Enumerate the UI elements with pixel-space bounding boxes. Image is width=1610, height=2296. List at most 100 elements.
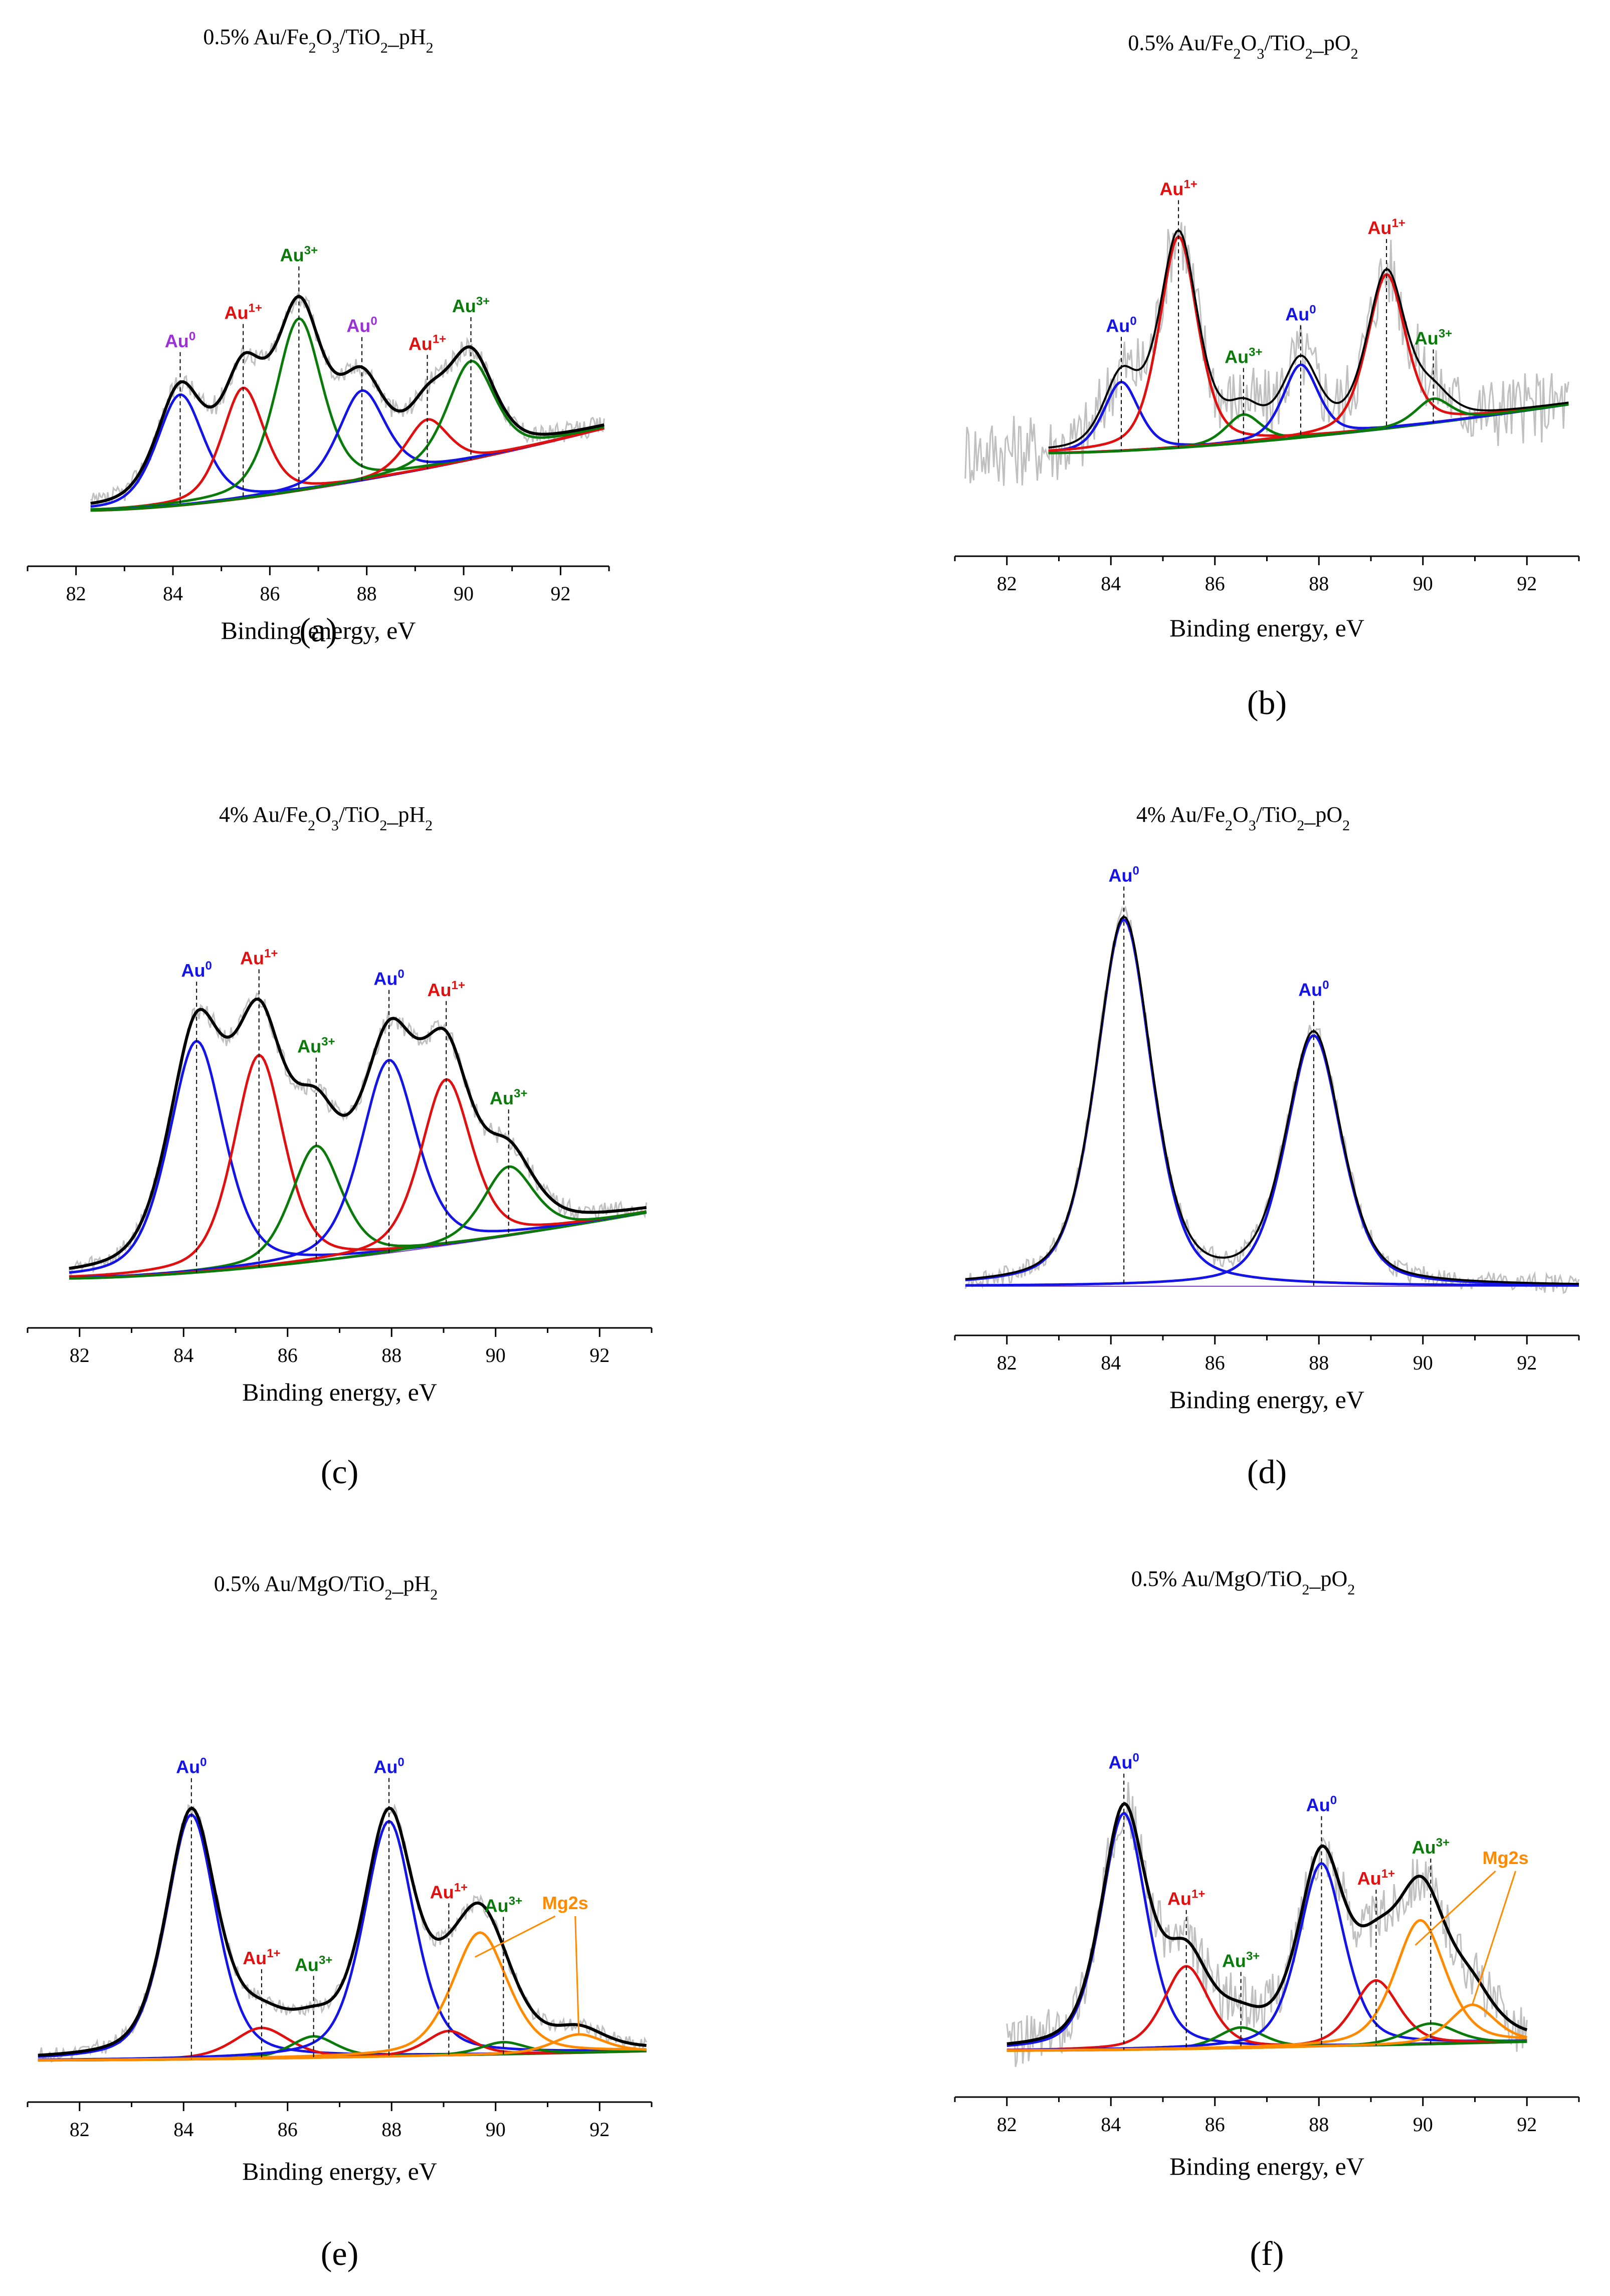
component-peak <box>69 1054 647 1278</box>
component-peak <box>90 360 605 512</box>
peak-label: Au1+ <box>1159 178 1197 199</box>
peak-label: Au0 <box>1109 1751 1139 1773</box>
x-tick-label: 92 <box>550 582 570 605</box>
peak-label: Au0 <box>1109 864 1139 885</box>
raw-data-line <box>68 992 648 1278</box>
envelope-line <box>1048 229 1569 449</box>
peak-label: Au1+ <box>428 979 465 1000</box>
panel-label: (d) <box>1247 1453 1287 1491</box>
component-peak <box>69 1058 647 1279</box>
panel-title: 0.5% Au/Fe2O3/TiO2_pO2 <box>1128 31 1358 62</box>
x-tick-label: 84 <box>1101 2113 1121 2136</box>
peak-label: Au0 <box>181 959 212 981</box>
mg2s-leader <box>574 1916 580 2034</box>
peak-label: Au3+ <box>485 1894 522 1916</box>
x-tick-label: 88 <box>1309 572 1329 595</box>
component-peak <box>1007 2003 1527 2052</box>
x-axis-label: Binding energy, eV <box>221 616 416 644</box>
peak-label: Au1+ <box>224 302 262 323</box>
peak-label: Au0 <box>1106 314 1136 336</box>
peak-label: Au0 <box>373 1755 404 1777</box>
component-peak <box>965 1034 1579 1287</box>
x-tick-label: 86 <box>1205 1351 1225 1374</box>
mg2s-label: Mg2s <box>542 1893 588 1913</box>
x-tick-label: 88 <box>1309 1351 1329 1374</box>
x-tick-label: 84 <box>163 582 183 605</box>
peak-label: Au3+ <box>490 1087 527 1108</box>
x-tick-label: 82 <box>997 2113 1017 2136</box>
x-tick-label: 84 <box>1101 572 1121 595</box>
mg2s-leader <box>1471 1871 1516 2005</box>
x-tick-label: 92 <box>589 1344 610 1366</box>
mg2s-leader <box>474 1915 556 1958</box>
component-peak <box>1048 397 1569 454</box>
peak-label: Au0 <box>1285 303 1316 324</box>
x-tick-label: 90 <box>486 1344 506 1366</box>
panel-title: 0.5% Au/MgO/TiO2_pH2 <box>214 1571 438 1603</box>
x-axis-label: Binding energy, eV <box>1169 1386 1364 1414</box>
x-axis-label: Binding energy, eV <box>242 2157 437 2185</box>
panel-d: 4% Au/Fe2O3/TiO2_pO2 82 84 86 88 90 92 Binding … <box>954 802 1580 1491</box>
x-tick-label: 88 <box>1309 2113 1329 2136</box>
x-tick-label: 82 <box>997 1351 1017 1374</box>
envelope-line <box>1007 1802 1528 2045</box>
x-tick-label: 88 <box>381 2118 401 2141</box>
mg2s-label: Mg2s <box>1483 1848 1529 1868</box>
x-tick-label: 86 <box>1205 2113 1225 2136</box>
x-tick-label: 90 <box>1413 2113 1433 2136</box>
x-axis-label: Binding energy, eV <box>1169 2152 1364 2180</box>
component-peak <box>69 1165 647 1280</box>
peak-label: Au3+ <box>1412 1836 1450 1858</box>
panel-label: (c) <box>321 1453 358 1491</box>
panel-title: 4% Au/Fe2O3/TiO2_pO2 <box>1136 802 1350 834</box>
x-tick-label: 90 <box>1413 1351 1433 1374</box>
component-peak <box>1007 1979 1527 2052</box>
x-tick-label: 84 <box>1101 1351 1121 1374</box>
component-peak <box>38 1813 647 2058</box>
peak-label: Au3+ <box>297 1035 335 1057</box>
peak-label: Au3+ <box>1222 1949 1260 1971</box>
x-tick-label: 92 <box>1517 572 1537 595</box>
x-tick-label: 90 <box>486 2118 506 2141</box>
envelope-line <box>90 295 605 505</box>
raw-data-line <box>38 1803 647 2063</box>
panel-title: 4% Au/Fe2O3/TiO2_pH2 <box>219 802 433 834</box>
peak-label: Au3+ <box>1415 327 1452 348</box>
panel-label: (f) <box>1250 2234 1284 2272</box>
x-tick-label: 86 <box>278 1344 298 1366</box>
panel-c: 4% Au/Fe2O3/TiO2_pH2 82 84 86 88 90 92 Binding … <box>27 802 653 1491</box>
peak-label: Au0 <box>165 330 195 351</box>
x-tick-label: 82 <box>66 582 86 605</box>
x-axis-label: Binding energy, eV <box>1169 614 1364 642</box>
mg2s-leader <box>1415 1870 1496 1946</box>
peak-label: Au3+ <box>280 244 318 266</box>
envelope-line <box>69 997 647 1270</box>
peak-label: Au1+ <box>1167 1888 1205 1909</box>
panel-label: (a) <box>299 611 337 649</box>
peak-label: Au3+ <box>295 1953 332 1975</box>
panel-title: 0.5% Au/Fe2O3/TiO2_pH2 <box>203 25 433 56</box>
panel-e: 0.5% Au/MgO/TiO2_pH2 82 84 86 88 90 92 Binding … <box>27 1571 653 2272</box>
panel-label: (b) <box>1247 683 1287 722</box>
envelope-line <box>965 915 1579 1285</box>
x-tick-label: 86 <box>260 582 280 605</box>
peak-label: Au1+ <box>409 332 446 354</box>
x-tick-label: 90 <box>454 582 474 605</box>
peak-label: Au0 <box>1298 979 1329 1000</box>
peak-label: Au0 <box>1306 1793 1337 1815</box>
peak-label: Au0 <box>346 315 377 336</box>
x-tick-label: 92 <box>1517 2113 1537 2136</box>
panel-b: 0.5% Au/Fe2O3/TiO2_pO2 82 84 86 88 90 92 Bindin… <box>954 31 1580 722</box>
peak-label: Au1+ <box>430 1881 468 1902</box>
x-tick-label: 82 <box>997 572 1017 595</box>
peak-label: Au0 <box>373 968 404 989</box>
raw-data-line <box>964 905 1580 1294</box>
component-peak <box>965 918 1579 1287</box>
peak-label: Au1+ <box>1367 216 1405 238</box>
x-tick-label: 90 <box>1413 572 1433 595</box>
x-tick-label: 86 <box>1205 572 1225 595</box>
x-axis-label: Binding energy, eV <box>242 1378 437 1406</box>
panel-f: 0.5% Au/MgO/TiO2_pO2 82 84 86 88 90 92 Binding … <box>954 1566 1580 2272</box>
x-tick-label: 92 <box>589 2118 610 2141</box>
x-tick-label: 82 <box>70 2118 90 2141</box>
